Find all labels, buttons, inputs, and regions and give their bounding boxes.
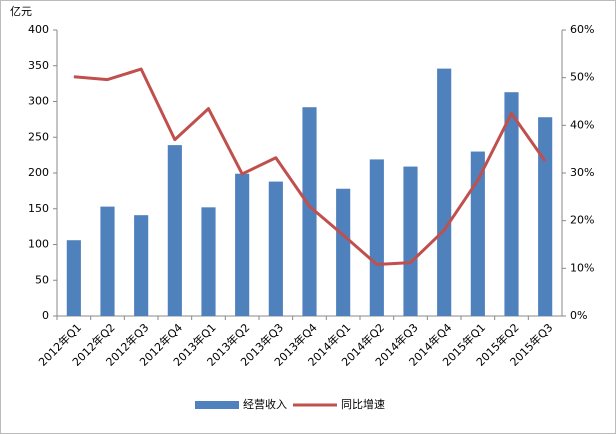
- bar: [201, 207, 216, 316]
- y-tick-label: 350: [28, 59, 49, 72]
- y-tick-label: 200: [28, 166, 49, 179]
- y2-tick-label: 30%: [570, 166, 594, 179]
- bar: [470, 151, 485, 316]
- bar: [235, 173, 250, 316]
- y-axis-unit: 亿元: [10, 5, 32, 18]
- y-tick-label: 0: [42, 309, 49, 322]
- bar: [437, 68, 452, 316]
- bar: [369, 159, 384, 316]
- y-tick-label: 300: [28, 95, 49, 108]
- y2-tick-label: 0%: [570, 309, 587, 322]
- bar: [66, 240, 81, 316]
- bar: [134, 215, 149, 316]
- bar: [302, 107, 317, 316]
- y2-tick-label: 40%: [570, 118, 594, 131]
- y2-tick-label: 20%: [570, 214, 594, 227]
- y-tick-label: 100: [28, 238, 49, 251]
- bar: [167, 145, 182, 316]
- y2-tick-label: 60%: [570, 23, 594, 36]
- legend-label: 经营收入: [243, 397, 287, 411]
- bar: [100, 206, 115, 316]
- y-tick-label: 400: [28, 23, 49, 36]
- bar: [538, 117, 553, 316]
- y2-tick-label: 50%: [570, 71, 594, 84]
- bar: [336, 188, 351, 316]
- y-tick-label: 50: [35, 273, 49, 286]
- y2-tick-label: 10%: [570, 261, 594, 274]
- y-tick-label: 150: [28, 202, 49, 215]
- y-tick-label: 250: [28, 130, 49, 143]
- legend-label: 同比增速: [341, 397, 385, 411]
- bar: [403, 166, 418, 316]
- line: [73, 67, 547, 267]
- legend-swatch: [195, 401, 239, 409]
- bar: [504, 92, 519, 316]
- bar: [268, 181, 283, 316]
